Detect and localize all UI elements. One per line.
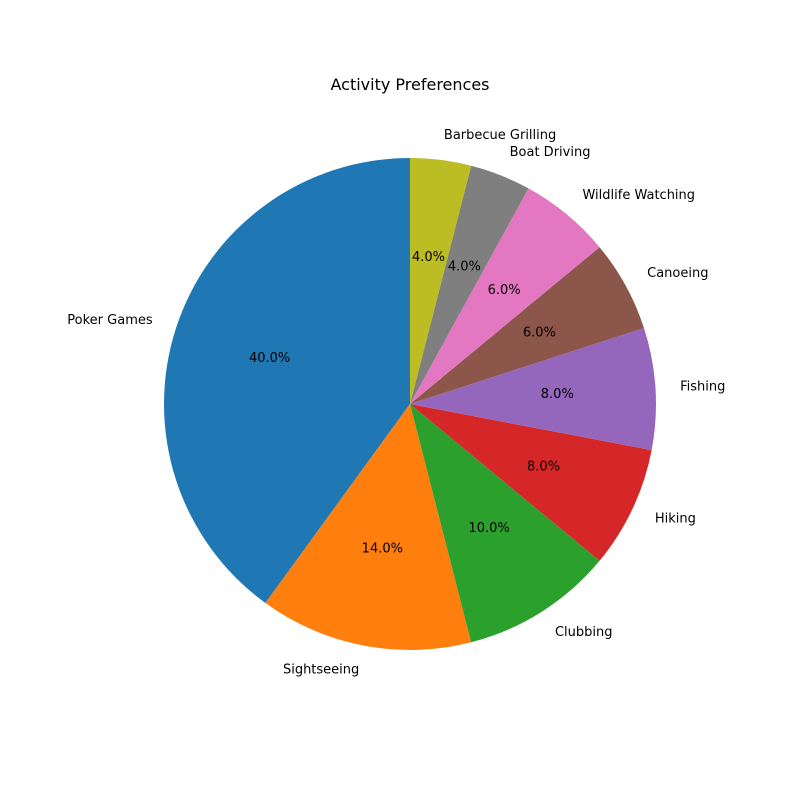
- slice-label-wildlife-watching: Wildlife Watching: [582, 188, 695, 203]
- slice-label-poker-games: Poker Games: [67, 313, 153, 328]
- percent-label-poker-games: 40.0%: [249, 351, 290, 366]
- percent-label-barbecue-grilling: 4.0%: [412, 250, 445, 265]
- percent-label-wildlife-watching: 6.0%: [488, 283, 521, 298]
- slice-label-fishing: Fishing: [680, 380, 725, 395]
- slice-label-canoeing: Canoeing: [647, 266, 708, 281]
- slice-label-barbecue-grilling: Barbecue Grilling: [444, 128, 556, 143]
- percent-label-sightseeing: 14.0%: [362, 541, 403, 556]
- pie-slice-hiking: [410, 404, 652, 561]
- pie-slice-fishing: [410, 327, 657, 451]
- percent-label-clubbing: 10.0%: [468, 521, 509, 536]
- pie-slice-canoeing: [410, 247, 644, 404]
- labels-layer: Poker Games Sightseeing Clubbing Hiking Fish…: [67, 128, 725, 677]
- pie-slice-poker-games: [163, 158, 410, 604]
- slices-layer: [163, 158, 657, 650]
- pie-slice-barbecue-grilling: [410, 158, 472, 404]
- pie-slice-wildlife-watching: [410, 188, 600, 404]
- chart-title: Activity Preferences: [330, 75, 489, 94]
- percent-label-boat-driving: 4.0%: [448, 259, 481, 274]
- percent-label-fishing: 8.0%: [541, 387, 574, 402]
- percent-labels-layer: 40.0% 14.0% 10.0% 8.0% 8.0% 6.0% 6.0% 4.0%4.0%: [249, 250, 574, 556]
- percent-label-hiking: 8.0%: [527, 459, 560, 474]
- slice-label-clubbing: Clubbing: [555, 625, 613, 640]
- slice-label-boat-driving: Boat Driving: [510, 145, 591, 160]
- pie-slice-boat-driving: [410, 165, 529, 404]
- pie-slice-sightseeing: [265, 404, 472, 650]
- percent-label-canoeing: 6.0%: [523, 325, 556, 340]
- slice-label-sightseeing: Sightseeing: [283, 662, 359, 677]
- slice-label-hiking: Hiking: [655, 512, 696, 527]
- pie-slice-clubbing: [410, 404, 600, 643]
